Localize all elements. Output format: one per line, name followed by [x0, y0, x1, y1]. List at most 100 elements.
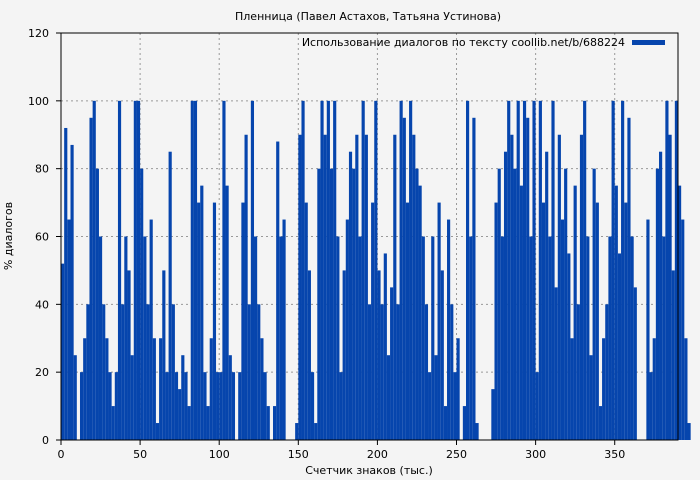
bar — [329, 168, 334, 440]
legend-swatch — [632, 40, 665, 45]
bar — [595, 202, 599, 440]
bar — [440, 270, 444, 440]
bar — [443, 406, 448, 440]
bar — [225, 185, 229, 440]
bar — [193, 100, 198, 440]
bar — [532, 100, 536, 440]
bar — [573, 185, 577, 440]
x-axis-label: Счетчик знаков (тыс.) — [305, 464, 433, 477]
bar — [310, 372, 315, 440]
bar — [409, 100, 413, 440]
bar — [146, 304, 150, 440]
bar — [114, 372, 118, 440]
bar — [323, 134, 327, 440]
bar — [513, 168, 517, 440]
bar — [111, 406, 115, 440]
bar — [124, 236, 128, 440]
bar — [212, 202, 217, 440]
bar — [605, 304, 609, 440]
bar — [197, 202, 201, 440]
bar — [348, 151, 353, 441]
bar — [339, 372, 343, 440]
bar — [159, 338, 163, 440]
bar — [222, 100, 226, 440]
bar — [367, 304, 372, 440]
bar — [136, 100, 141, 440]
bar — [424, 304, 429, 440]
bar — [307, 270, 311, 440]
bar — [279, 236, 283, 440]
bar — [466, 100, 470, 440]
bar — [608, 236, 612, 440]
bar — [589, 355, 593, 440]
bar — [247, 304, 251, 440]
bar — [133, 100, 137, 440]
bar — [209, 338, 213, 440]
bar — [272, 406, 277, 440]
bar — [475, 423, 479, 440]
bar — [541, 202, 546, 440]
bar — [434, 355, 438, 440]
bar — [614, 185, 618, 440]
bar — [98, 236, 103, 440]
bar — [507, 100, 511, 440]
bar — [231, 372, 236, 440]
bar — [428, 372, 432, 440]
bar — [152, 338, 156, 440]
bar — [431, 236, 435, 440]
bar — [127, 270, 131, 440]
bar — [355, 134, 359, 440]
bar — [646, 219, 650, 440]
bar — [184, 372, 188, 440]
bar — [64, 127, 68, 440]
bar — [83, 338, 87, 440]
bar — [342, 270, 346, 440]
bar — [155, 423, 160, 440]
bar — [266, 406, 270, 440]
bar — [516, 100, 520, 440]
x-tick-label: 150 — [288, 448, 309, 461]
y-tick-label: 40 — [35, 298, 49, 311]
bar — [602, 338, 606, 440]
bar — [652, 338, 656, 440]
bar — [491, 389, 495, 440]
bar — [228, 355, 232, 440]
bar — [244, 134, 248, 440]
bar — [336, 236, 340, 440]
chart-title: Пленница (Павел Астахов, Татьяна Устинов… — [235, 10, 501, 23]
bar — [592, 168, 596, 440]
bar — [421, 236, 425, 440]
bar — [522, 100, 527, 440]
bar — [472, 117, 476, 441]
bar — [298, 134, 302, 440]
bar — [380, 304, 384, 440]
bar — [462, 406, 467, 440]
bar — [364, 134, 368, 440]
bar — [260, 338, 264, 440]
bar — [333, 100, 337, 440]
bar — [624, 202, 628, 440]
bar — [178, 389, 182, 440]
bar — [108, 372, 112, 440]
bar — [548, 236, 552, 440]
bar — [358, 236, 362, 440]
bar — [263, 372, 267, 440]
bar — [187, 406, 191, 440]
bar — [621, 100, 625, 440]
bar — [681, 219, 685, 440]
bar — [526, 117, 530, 441]
bar — [678, 185, 682, 440]
bar — [352, 168, 356, 440]
bar — [174, 372, 179, 440]
bar — [165, 372, 169, 440]
y-tick-label: 80 — [35, 163, 49, 176]
bar — [320, 100, 324, 440]
bar — [304, 202, 308, 440]
bar — [361, 100, 365, 440]
legend-label: Использование диалогов по тексту coollib… — [302, 36, 625, 49]
y-tick-label: 0 — [42, 434, 49, 447]
bar — [671, 270, 675, 440]
bar — [121, 304, 125, 440]
bar — [554, 287, 558, 440]
bar — [301, 100, 305, 440]
